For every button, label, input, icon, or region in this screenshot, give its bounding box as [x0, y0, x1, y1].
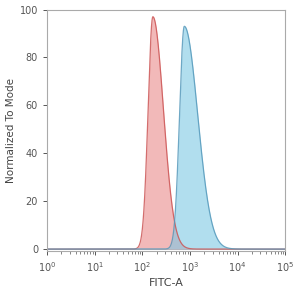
- Y-axis label: Normalized To Mode: Normalized To Mode: [6, 78, 16, 183]
- X-axis label: FITC-A: FITC-A: [149, 278, 184, 288]
